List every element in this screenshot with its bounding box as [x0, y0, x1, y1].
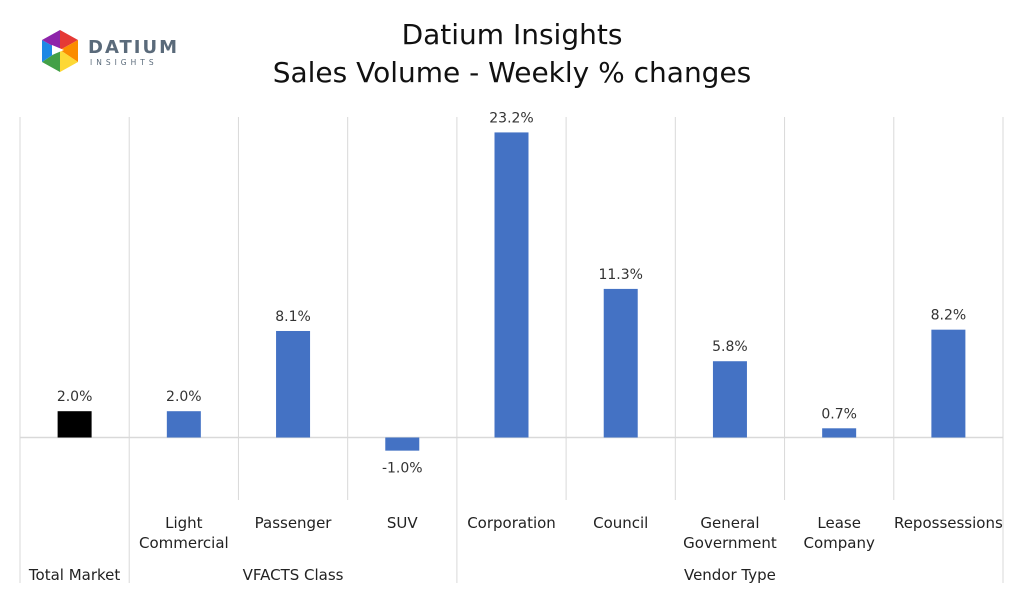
data-label-5: 11.3%	[598, 267, 642, 283]
category-label-6: Government	[683, 534, 777, 552]
category-label-7: Company	[803, 534, 874, 552]
category-label-1: Light	[165, 514, 203, 532]
category-label-0: Total Market	[28, 566, 120, 584]
data-label-2: 8.1%	[275, 309, 311, 325]
category-label-7: Lease	[817, 514, 861, 532]
category-label-3: SUV	[387, 514, 419, 532]
logo-name: DATIUM	[88, 37, 179, 58]
group-label-2: Vendor Type	[684, 566, 776, 584]
bar-2	[276, 330, 311, 438]
logo-tagline: INSIGHTS	[90, 58, 158, 67]
bar-6	[712, 361, 747, 438]
category-label-6: General	[700, 514, 759, 532]
datium-logo-mark	[42, 30, 78, 72]
bar-7	[822, 428, 857, 438]
data-label-7: 0.7%	[821, 406, 857, 422]
bar-3	[385, 437, 420, 451]
category-label-1: Commercial	[139, 534, 229, 552]
datium-logo: DATIUM INSIGHTS	[38, 28, 188, 82]
group-label-1: VFACTS Class	[243, 566, 344, 584]
bar-4	[494, 132, 529, 438]
data-label-8: 8.2%	[931, 308, 967, 324]
data-label-1: 2.0%	[166, 389, 202, 405]
bar-1	[166, 411, 201, 438]
bar-0	[57, 411, 92, 438]
category-label-8: Repossessions	[894, 514, 1003, 532]
data-label-6: 5.8%	[712, 339, 748, 355]
bar-8	[931, 329, 966, 438]
category-label-4: Corporation	[467, 514, 556, 532]
bar-5	[603, 288, 638, 438]
category-label-5: Council	[593, 514, 648, 532]
data-label-3: -1.0%	[382, 461, 423, 477]
data-label-4: 23.2%	[489, 110, 533, 126]
chart-subtitle: Sales Volume - Weekly % changes	[272, 56, 752, 89]
chart-title: Datium Insights	[401, 18, 623, 51]
data-label-0: 2.0%	[57, 389, 93, 405]
category-label-2: Passenger	[255, 514, 333, 532]
